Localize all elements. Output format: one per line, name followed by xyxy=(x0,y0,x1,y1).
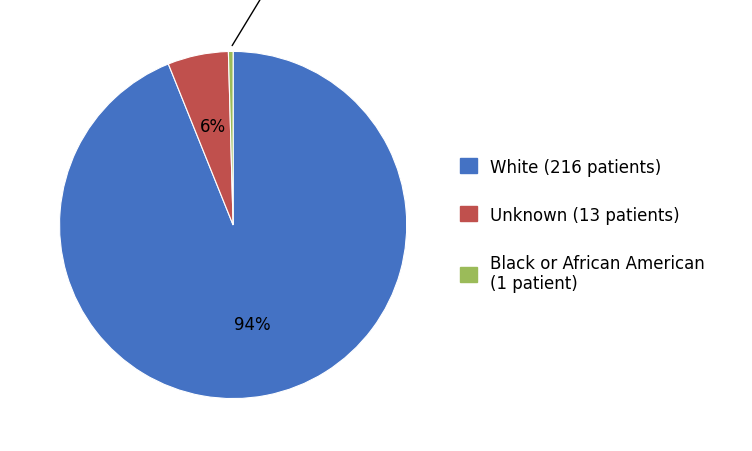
Text: 6%: 6% xyxy=(199,118,226,136)
Wedge shape xyxy=(229,52,233,226)
Wedge shape xyxy=(59,52,407,399)
Text: <1%: <1% xyxy=(232,0,293,46)
Wedge shape xyxy=(168,52,233,226)
Text: 94%: 94% xyxy=(234,315,271,333)
Legend: White (216 patients), Unknown (13 patients), Black or African American
(1 patien: White (216 patients), Unknown (13 patien… xyxy=(460,158,705,293)
